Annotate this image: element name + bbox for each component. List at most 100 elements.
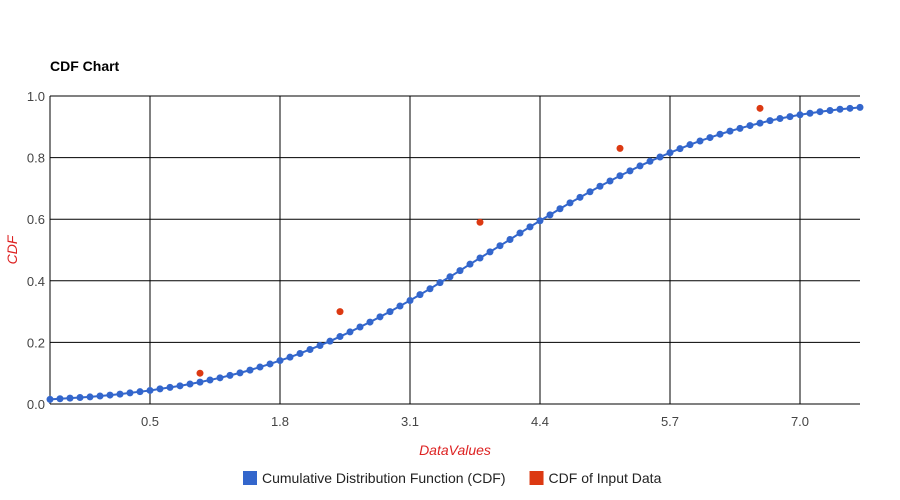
legend-label: CDF of Input Data	[549, 470, 662, 486]
cdf-point	[196, 378, 204, 386]
cdf-point	[346, 328, 354, 336]
cdf-point	[246, 366, 254, 374]
cdf-point	[656, 153, 664, 161]
x-tick-label: 1.8	[271, 414, 289, 429]
cdf-point	[726, 127, 734, 135]
cdf-point	[456, 267, 464, 275]
cdf-point	[736, 124, 744, 132]
input-data-point	[476, 218, 484, 226]
cdf-point	[426, 285, 434, 293]
cdf-point	[616, 172, 624, 180]
cdf-point	[156, 385, 164, 393]
cdf-point	[766, 117, 774, 125]
cdf-point	[646, 157, 654, 165]
grid-layer	[49, 95, 860, 405]
cdf-point	[306, 345, 314, 353]
cdf-point	[266, 360, 274, 368]
legend-swatch	[243, 471, 257, 485]
cdf-point	[796, 111, 804, 119]
cdf-point	[146, 386, 154, 394]
y-tick-label: 0.6	[27, 212, 45, 227]
cdf-point	[546, 211, 554, 219]
cdf-point	[376, 313, 384, 321]
cdf-point	[56, 395, 64, 403]
cdf-point	[586, 188, 594, 196]
cdf-point	[86, 393, 94, 401]
cdf-point	[636, 162, 644, 170]
cdf-point	[76, 394, 84, 402]
x-tick-label: 0.5	[141, 414, 159, 429]
cdf-point	[466, 260, 474, 268]
cdf-point	[326, 337, 334, 345]
cdf-point	[706, 134, 714, 142]
cdf-point	[406, 297, 414, 305]
x-tick-label: 7.0	[791, 414, 809, 429]
cdf-point	[576, 193, 584, 201]
y-tick-label: 0.0	[27, 397, 45, 412]
cdf-point	[806, 109, 814, 117]
y-tick-label: 1.0	[27, 89, 45, 104]
input-data-point	[336, 308, 344, 316]
cdf-point	[776, 114, 784, 122]
chart-title: CDF Chart	[50, 58, 120, 74]
cdf-point	[536, 217, 544, 225]
input-data-point	[196, 369, 204, 377]
cdf-point	[606, 177, 614, 185]
cdf-point	[116, 390, 124, 398]
x-tick-label: 4.4	[531, 414, 549, 429]
cdf-point	[786, 113, 794, 121]
series-1	[46, 103, 864, 403]
cdf-point	[496, 242, 504, 250]
x-tick-label: 3.1	[401, 414, 419, 429]
cdf-point	[476, 254, 484, 262]
cdf-point	[66, 394, 74, 402]
cdf-point	[126, 389, 134, 397]
y-tick-label: 0.8	[27, 151, 45, 166]
cdf-point	[676, 145, 684, 153]
cdf-point	[226, 371, 234, 379]
cdf-point	[836, 105, 844, 113]
cdf-point	[856, 103, 864, 111]
cdf-point	[746, 122, 754, 130]
cdf-point	[696, 137, 704, 145]
cdf-point	[106, 391, 114, 399]
cdf-point	[716, 130, 724, 138]
cdf-point	[286, 353, 294, 361]
cdf-point	[46, 395, 54, 403]
cdf-point	[816, 108, 824, 116]
cdf-line	[49, 106, 861, 401]
cdf-point	[316, 341, 324, 349]
cdf-point	[366, 318, 374, 326]
cdf-point	[336, 333, 344, 341]
input-data-point	[756, 104, 764, 112]
cdf-point	[756, 119, 764, 127]
cdf-point	[356, 323, 364, 331]
cdf-point	[596, 182, 604, 190]
y-tick-label: 0.4	[27, 274, 45, 289]
cdf-point	[516, 229, 524, 237]
cdf-point	[216, 374, 224, 382]
x-tick-label: 5.7	[661, 414, 679, 429]
cdf-point	[236, 369, 244, 377]
cdf-point	[826, 106, 834, 114]
legend-label: Cumulative Distribution Function (CDF)	[262, 470, 506, 486]
cdf-point	[566, 199, 574, 207]
cdf-point	[526, 223, 534, 231]
cdf-point	[206, 376, 214, 384]
cdf-point	[416, 291, 424, 299]
cdf-point	[556, 205, 564, 213]
cdf-point	[166, 383, 174, 391]
legend: Cumulative Distribution Function (CDF) CD…	[243, 470, 662, 486]
y-tick-label: 0.2	[27, 335, 45, 350]
legend-item-2: CDF of Input Data	[529, 470, 662, 486]
series-layer	[46, 103, 864, 403]
cdf-point	[386, 308, 394, 316]
cdf-point	[96, 392, 104, 400]
cdf-point	[256, 363, 264, 371]
cdf-point	[296, 349, 304, 357]
cdf-point	[506, 236, 514, 244]
cdf-point	[626, 167, 634, 175]
cdf-point	[666, 149, 674, 157]
